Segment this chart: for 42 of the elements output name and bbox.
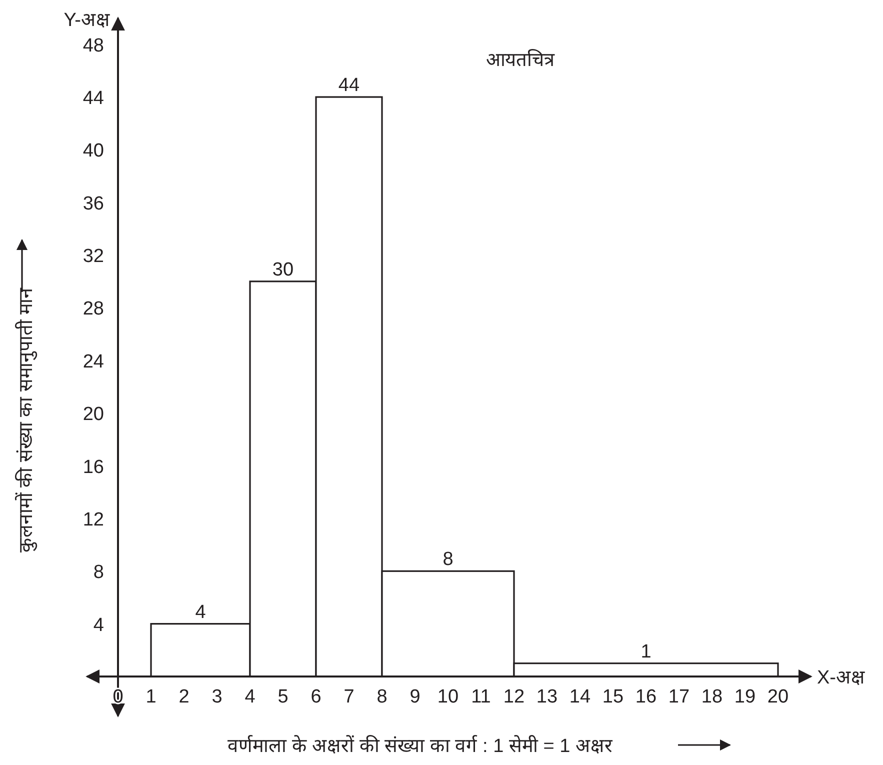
y-tick-label: 32 [82, 246, 104, 268]
y-tick-label: 8 [93, 562, 104, 584]
y-tick-label: 36 [82, 193, 104, 214]
x-tick-label: 9 [410, 686, 420, 708]
x-tick-label: 1 [146, 686, 156, 708]
x-tick-label: 7 [344, 686, 354, 708]
data-label: 8 [442, 549, 454, 570]
x-tick-label: 16 [635, 686, 657, 708]
data-label: 44 [338, 75, 360, 96]
x-tick-label: 18 [701, 686, 723, 708]
y-tick-label: 44 [82, 88, 104, 110]
data-label: 30 [272, 259, 294, 280]
x-tick-label: 3 [212, 686, 222, 708]
x-tick-label: 6 [310, 686, 322, 708]
annotation: Y-अक्ष [64, 10, 110, 31]
x-tick-label: 11 [471, 686, 491, 708]
y-axis-title: कुलनामों की संख्या का समानुपाती मान [14, 287, 38, 553]
data-label: 1 [640, 641, 652, 662]
x-tick-label: 10 [437, 686, 459, 708]
y-tick-label: 16 [82, 456, 104, 478]
text: X-अक्ष [817, 667, 865, 688]
x-tick-label: 5 [278, 686, 288, 708]
x-tick-label: 19 [734, 686, 756, 708]
x-tick-label: 20 [767, 686, 789, 708]
x-tick-label: 13 [536, 686, 558, 708]
y-tick-label: 28 [82, 298, 104, 320]
x-tick-label: 17 [668, 686, 690, 708]
y-tick-label: 24 [82, 351, 104, 372]
x-tick-label: 2 [178, 686, 190, 708]
x-tick-label: 8 [376, 686, 388, 708]
x-tick-label: 15 [602, 686, 624, 708]
y-tick-label: 48 [82, 35, 104, 56]
data-label: 4 [195, 602, 206, 623]
y-tick-label: 4 [93, 614, 104, 636]
x-tick-label: 14 [569, 686, 591, 708]
x-axis-title: वर्णमाला के अक्षरों की संख्या का वर्ग : 1 सेमी = 1 अक्षर [228, 734, 614, 757]
x-tick-label: 4 [244, 686, 256, 708]
text: आयतचित्र [486, 48, 555, 71]
x-tick-label: 12 [503, 686, 525, 708]
y-tick-label: 12 [82, 509, 104, 530]
y-tick-label: 40 [82, 140, 104, 162]
y-tick-label: 20 [82, 404, 104, 426]
